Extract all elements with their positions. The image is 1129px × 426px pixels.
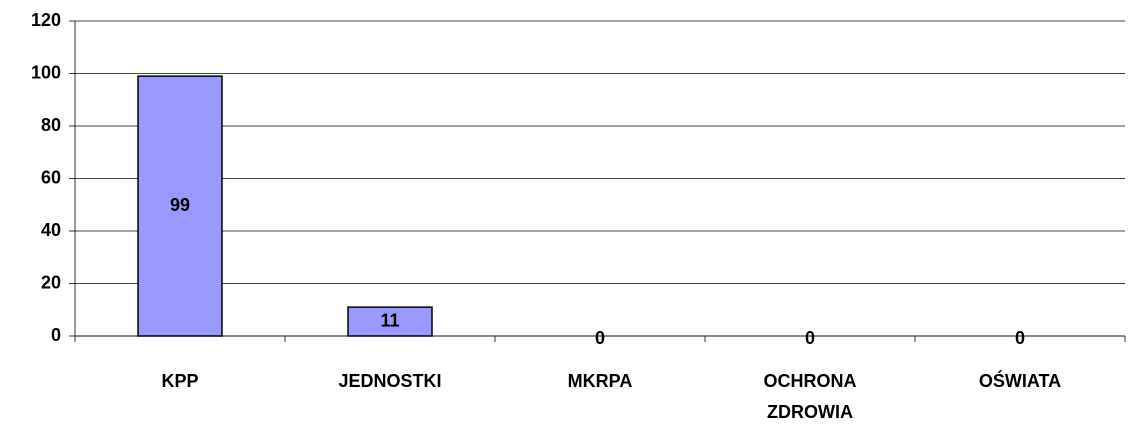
- x-tick-label: KPP: [161, 371, 199, 391]
- bar: [347, 306, 433, 337]
- y-tick-label: 40: [41, 220, 61, 240]
- y-tick-label: 20: [41, 272, 61, 292]
- y-tick-label: 100: [31, 62, 61, 82]
- x-tick-label: JEDNOSTKI: [338, 371, 442, 391]
- y-tick-label: 80: [41, 115, 61, 135]
- data-label: 0: [805, 328, 815, 348]
- y-tick-label: 0: [51, 325, 61, 345]
- x-tick-label: MKRPA: [567, 371, 633, 391]
- data-label: 99: [170, 195, 190, 215]
- data-label: 0: [595, 328, 605, 348]
- y-tick-label: 120: [31, 10, 61, 30]
- y-tick-label: 60: [41, 167, 61, 187]
- data-label: 11: [380, 310, 399, 330]
- x-tick-label: OCHRONA ZDROWIA: [763, 371, 857, 422]
- bar: [137, 75, 223, 337]
- x-tick-label: OŚWIATA: [978, 371, 1062, 391]
- data-label: 0: [1015, 328, 1025, 348]
